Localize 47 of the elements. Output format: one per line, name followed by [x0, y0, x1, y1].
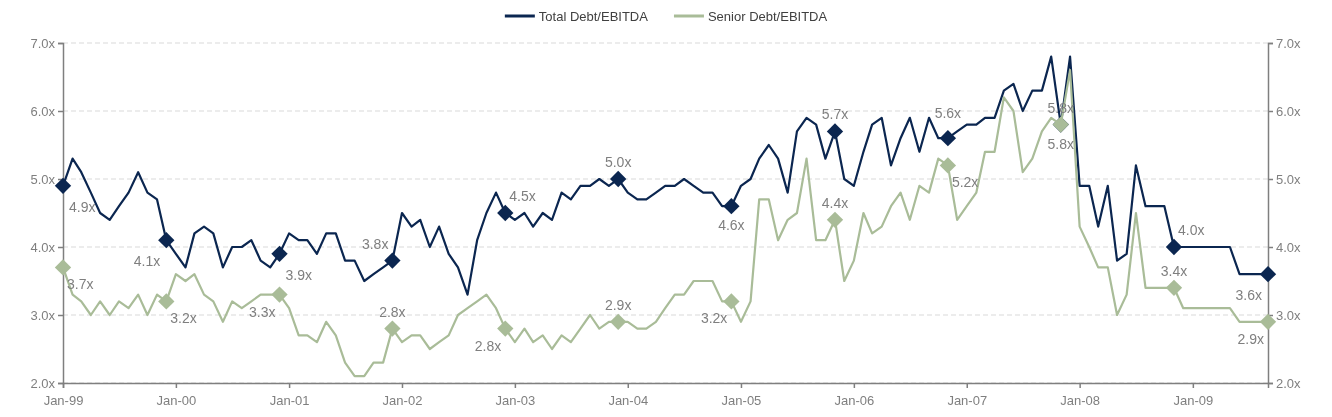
y-tick-label: 3.0x [30, 307, 56, 323]
data-label: 2.8x [379, 303, 406, 320]
data-label: 3.3x [249, 303, 276, 320]
legend-label: Total Debt/EBITDA [538, 9, 649, 24]
data-label: 3.2x [170, 310, 197, 327]
x-tick-label: Jan-03 [495, 393, 536, 409]
data-label: 3.2x [700, 310, 728, 327]
data-label: 3.9x [285, 266, 312, 283]
y2-tick-label: 4.0x [1276, 239, 1302, 255]
x-tick-label: Jan-04 [608, 393, 649, 409]
data-label: 5.2x [951, 174, 979, 191]
data-label: 3.8x [361, 235, 389, 252]
data-label: 4.9x [69, 198, 96, 215]
y-tick-label: 2.0x [30, 375, 56, 391]
data-label: 5.8x [1047, 135, 1075, 152]
x-tick-label: Jan-99 [43, 393, 84, 409]
y2-tick-label: 3.0x [1276, 307, 1302, 323]
data-label: 3.4x [1160, 262, 1188, 279]
data-label: 5.7x [821, 106, 849, 123]
x-tick-label: Jan-01 [269, 393, 310, 409]
data-label: 2.9x [604, 296, 632, 313]
x-tick-label: Jan-06 [834, 393, 875, 409]
data-label: 4.1x [133, 253, 161, 270]
y2-tick-label: 7.0x [1276, 35, 1302, 51]
y2-tick-label: 5.0x [1276, 171, 1302, 187]
x-tick-label: Jan-05 [721, 393, 762, 409]
data-label: 2.8x [474, 337, 502, 354]
y-tick-label: 6.0x [30, 103, 56, 119]
y-tick-label: 4.0x [30, 239, 56, 255]
x-tick-label: Jan-00 [156, 393, 197, 409]
x-tick-label: Jan-08 [1060, 393, 1101, 409]
data-label: 4.4x [821, 194, 849, 211]
data-label: 5.0x [604, 154, 632, 170]
x-tick-label: Jan-02 [382, 393, 423, 409]
data-label: 2.9x [1237, 330, 1264, 347]
y-tick-label: 7.0x [30, 35, 56, 51]
data-label: 3.6x [1235, 287, 1262, 304]
data-label: 5.6x [934, 105, 962, 122]
y2-tick-label: 6.0x [1276, 103, 1302, 119]
y-tick-label: 5.0x [30, 171, 56, 187]
data-label: 4.6x [718, 217, 745, 234]
x-tick-label: Jan-09 [1173, 393, 1214, 409]
data-label: 4.5x [509, 188, 536, 204]
y2-tick-label: 2.0x [1276, 375, 1302, 391]
x-tick-label: Jan-07 [947, 393, 988, 409]
data-label: 4.0x [1177, 222, 1205, 238]
legend-label: Senior Debt/EBITDA [707, 9, 828, 24]
